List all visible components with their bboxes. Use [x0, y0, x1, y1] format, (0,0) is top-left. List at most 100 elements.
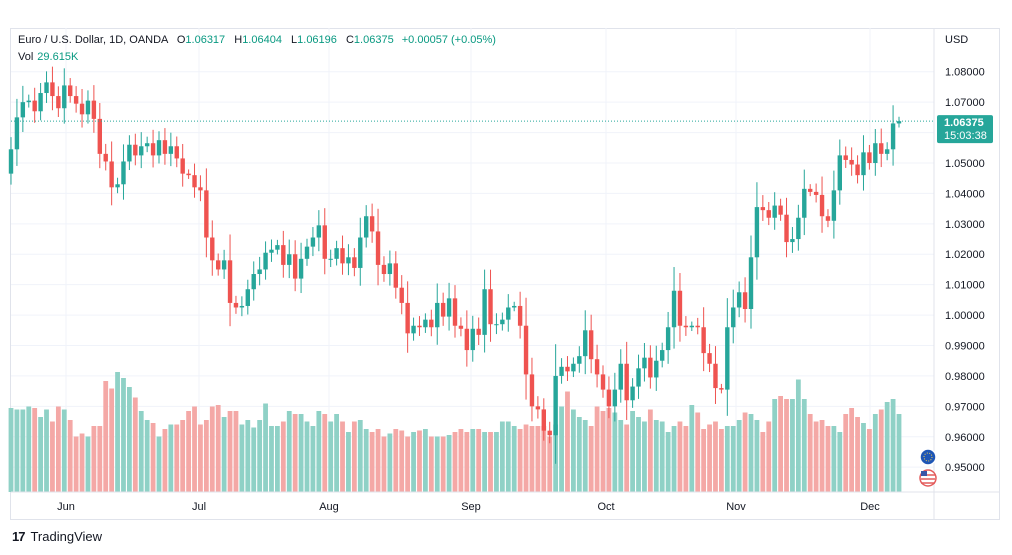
volume-bar [162, 429, 168, 492]
volume-bar [73, 436, 79, 492]
volume-bar [571, 409, 576, 492]
candle-body [251, 274, 256, 290]
candle-body [20, 102, 26, 118]
candle-body [736, 292, 742, 308]
candle-body [144, 143, 150, 147]
candle-body [778, 205, 783, 215]
volume-bar [843, 414, 849, 492]
candle-body [364, 216, 369, 238]
volume-bar [316, 411, 322, 492]
time-axis-labels: Jun Jul Aug Sep Oct Nov Dec [57, 501, 880, 513]
volume-bar [464, 432, 470, 492]
candle-body [624, 363, 629, 401]
candle-body [808, 188, 813, 192]
candle-body [636, 368, 641, 387]
candle-body [26, 100, 31, 103]
candle-body [654, 360, 659, 378]
candle-body [62, 85, 67, 109]
flag-us-icon[interactable] [919, 469, 937, 487]
candle-body [56, 96, 61, 109]
volume-bar [488, 432, 493, 492]
volume-bar [494, 432, 499, 492]
volume-bar [695, 412, 701, 492]
currency-label[interactable]: USD [945, 34, 969, 46]
volume-bar [784, 399, 789, 492]
volume-bar [150, 423, 156, 492]
volume-bar [351, 421, 357, 492]
volume-bar [719, 429, 724, 492]
time-tick-label: Oct [597, 501, 614, 513]
volume-bar [642, 421, 647, 492]
price-tick-label: 1.00000 [945, 310, 985, 322]
volume-bar [180, 420, 186, 492]
candle-body [417, 325, 422, 328]
tradingview-brand[interactable]: 17 TradingView [12, 529, 102, 544]
volume-bar [813, 421, 819, 492]
volume-bar [85, 436, 91, 492]
candle-body [458, 325, 464, 329]
volume-bar [257, 420, 263, 492]
low-label: L [291, 34, 298, 46]
candle-body [719, 388, 724, 390]
volume-bar [280, 421, 286, 492]
candle-body [239, 305, 245, 308]
open-value: 1.06317 [185, 34, 226, 46]
candle-body [760, 207, 766, 211]
volume-bar [671, 426, 677, 492]
volume-bar [825, 426, 831, 492]
volume-bar [547, 436, 553, 492]
volume-label: Vol [18, 51, 34, 63]
volume-bar [505, 421, 511, 492]
volume-bar [346, 432, 351, 492]
candle-body [8, 149, 14, 174]
candle-body [500, 319, 505, 325]
volume-bar [683, 426, 689, 492]
flag-eu-icon[interactable] [919, 448, 937, 466]
candle-body [612, 389, 618, 407]
candle-body [713, 363, 718, 389]
volume-bar [132, 397, 138, 492]
time-tick-label: Sep [461, 501, 481, 513]
candle-body [127, 144, 132, 162]
candle-body [198, 187, 203, 191]
candle-body [405, 302, 410, 334]
candle-body [813, 191, 819, 195]
candle-body [529, 374, 535, 407]
price-tick-label: 0.98000 [945, 371, 985, 383]
symbol-title[interactable]: Euro / U.S. Dollar, 1D, OANDA [18, 34, 168, 46]
candle-body [50, 82, 55, 97]
volume-bar [565, 391, 570, 492]
volume-bar [209, 406, 215, 492]
volume-bar [186, 411, 191, 492]
volume-bar [440, 436, 446, 492]
volume-bar [322, 414, 328, 492]
candle-body [375, 231, 381, 265]
change-value: +0.00057 (+0.05%) [401, 34, 496, 46]
volume-bar [724, 426, 730, 492]
symbol-header: Euro / U.S. Dollar, 1D, OANDA O1.06317 H… [18, 34, 496, 46]
candle-body [304, 246, 310, 259]
volume-bar [476, 429, 482, 492]
candle-body [121, 161, 126, 185]
candle-body [784, 214, 789, 243]
candle-body [340, 248, 345, 264]
volume-bar [239, 424, 245, 492]
volume-bar [263, 403, 268, 492]
candle-body [435, 302, 440, 328]
volume-bar [215, 405, 221, 492]
candle-body [630, 386, 635, 401]
candle-body [547, 430, 552, 436]
volume-bar [659, 421, 665, 492]
candle-body [541, 409, 546, 431]
candle-body [316, 225, 322, 238]
candle-body [825, 216, 831, 221]
candle-body [192, 175, 197, 188]
volume-bar [203, 420, 209, 492]
volume-bar [701, 429, 707, 492]
volume-bar [647, 409, 653, 492]
candle-body [73, 96, 79, 104]
price-tick-label: 1.03000 [945, 219, 985, 231]
candle-body [488, 289, 493, 325]
candle-body [506, 307, 511, 320]
